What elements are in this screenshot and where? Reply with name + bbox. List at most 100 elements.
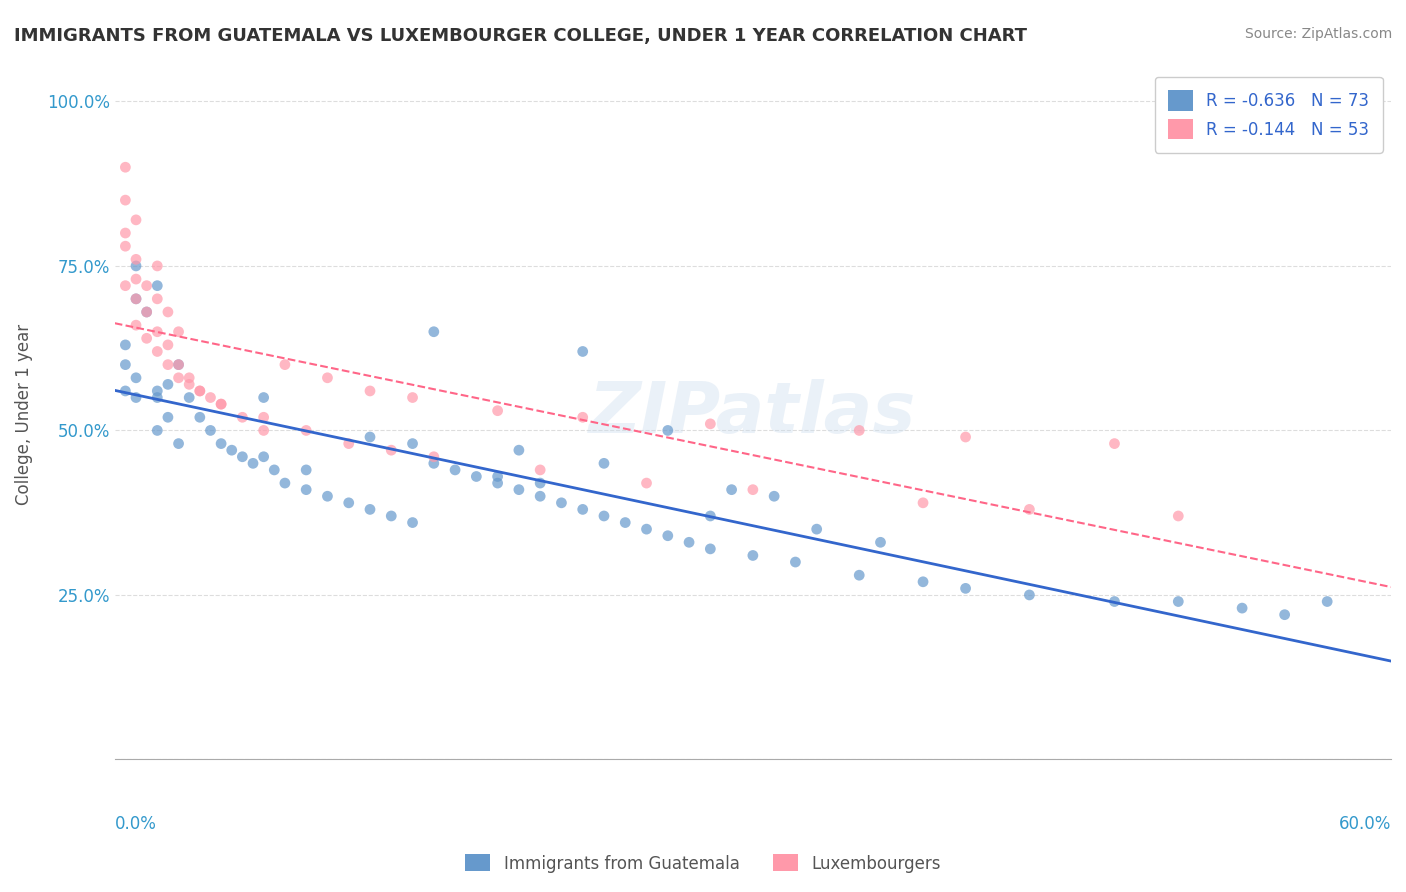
Point: [167, 358, 190, 372]
Point: [316, 489, 339, 503]
Point: [529, 489, 551, 503]
Point: [253, 424, 276, 438]
Point: [242, 456, 264, 470]
Y-axis label: College, Under 1 year: College, Under 1 year: [15, 324, 32, 505]
Point: [741, 483, 763, 497]
Point: [135, 305, 157, 319]
Point: [167, 371, 190, 385]
Point: [146, 391, 169, 405]
Point: [550, 496, 572, 510]
Point: [179, 391, 201, 405]
Point: [848, 568, 870, 582]
Point: [135, 278, 157, 293]
Point: [380, 443, 402, 458]
Point: [337, 496, 360, 510]
Point: [359, 502, 381, 516]
Point: [231, 410, 253, 425]
Point: [253, 450, 276, 464]
Point: [508, 483, 530, 497]
Point: [114, 239, 136, 253]
Point: [741, 549, 763, 563]
Point: [146, 384, 169, 398]
Point: [125, 292, 148, 306]
Point: [209, 397, 232, 411]
Point: [423, 325, 446, 339]
Point: [1104, 594, 1126, 608]
Point: [221, 443, 243, 458]
Point: [231, 450, 253, 464]
Point: [114, 358, 136, 372]
Point: [135, 305, 157, 319]
Point: [423, 456, 446, 470]
Point: [125, 391, 148, 405]
Point: [955, 430, 977, 444]
Point: [1018, 502, 1040, 516]
Point: [848, 424, 870, 438]
Point: [912, 496, 935, 510]
Point: [253, 391, 276, 405]
Legend: R = -0.636   N = 73, R = -0.144   N = 53: R = -0.636 N = 73, R = -0.144 N = 53: [1154, 77, 1382, 153]
Point: [156, 338, 179, 352]
Point: [114, 278, 136, 293]
Point: [614, 516, 637, 530]
Point: [401, 436, 423, 450]
Point: [508, 443, 530, 458]
Point: [529, 476, 551, 491]
Point: [179, 371, 201, 385]
Point: [156, 305, 179, 319]
Point: [380, 508, 402, 523]
Point: [295, 483, 318, 497]
Point: [359, 430, 381, 444]
Point: [156, 377, 179, 392]
Point: [657, 529, 679, 543]
Point: [423, 450, 446, 464]
Point: [156, 358, 179, 372]
Point: [125, 371, 148, 385]
Point: [188, 384, 211, 398]
Point: [263, 463, 285, 477]
Point: [146, 344, 169, 359]
Point: [200, 424, 222, 438]
Point: [465, 469, 488, 483]
Point: [125, 252, 148, 267]
Point: [146, 292, 169, 306]
Point: [401, 516, 423, 530]
Text: ZIPatlas: ZIPatlas: [589, 379, 917, 449]
Point: [486, 469, 509, 483]
Point: [593, 456, 616, 470]
Point: [135, 331, 157, 345]
Point: [636, 522, 658, 536]
Point: [571, 344, 593, 359]
Point: [253, 410, 276, 425]
Point: [785, 555, 807, 569]
Point: [146, 325, 169, 339]
Point: [125, 259, 148, 273]
Point: [1167, 594, 1189, 608]
Point: [636, 476, 658, 491]
Point: [1316, 594, 1339, 608]
Point: [114, 226, 136, 240]
Point: [209, 436, 232, 450]
Point: [125, 292, 148, 306]
Point: [593, 508, 616, 523]
Point: [146, 259, 169, 273]
Point: [401, 391, 423, 405]
Text: 60.0%: 60.0%: [1339, 814, 1391, 833]
Point: [316, 371, 339, 385]
Point: [209, 397, 232, 411]
Point: [295, 463, 318, 477]
Point: [678, 535, 700, 549]
Legend: Immigrants from Guatemala, Luxembourgers: Immigrants from Guatemala, Luxembourgers: [458, 847, 948, 880]
Point: [188, 410, 211, 425]
Point: [486, 476, 509, 491]
Point: [529, 463, 551, 477]
Point: [167, 436, 190, 450]
Point: [274, 476, 297, 491]
Point: [444, 463, 467, 477]
Point: [699, 417, 721, 431]
Point: [571, 410, 593, 425]
Point: [167, 325, 190, 339]
Point: [1274, 607, 1296, 622]
Point: [657, 424, 679, 438]
Point: [869, 535, 891, 549]
